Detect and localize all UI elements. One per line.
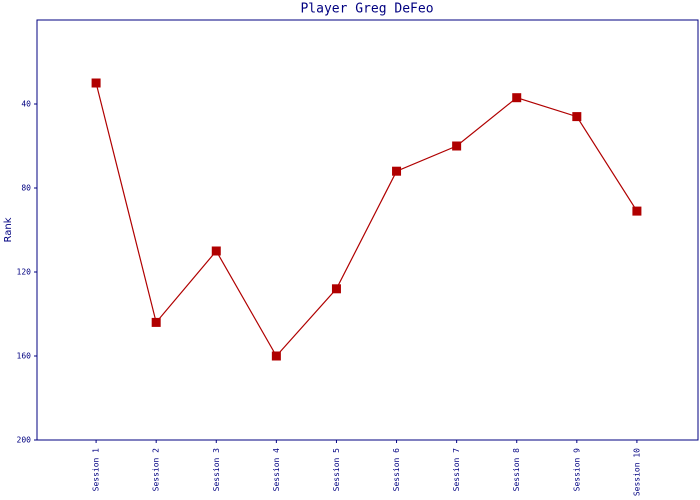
x-tick-label: Session 3: [212, 448, 221, 492]
point-marker: [271, 351, 281, 361]
x-tick-label: Session 5: [332, 448, 341, 492]
point-marker: [452, 141, 462, 151]
point-marker: [151, 317, 161, 327]
y-axis-label: Rank: [3, 217, 14, 242]
x-tick-label: Session 6: [392, 448, 401, 492]
point-marker: [91, 78, 101, 88]
y-tick-label: 200: [17, 436, 32, 445]
y-tick-label: 80: [21, 184, 31, 193]
point-marker: [632, 206, 642, 216]
y-tick-label: 160: [17, 352, 32, 361]
x-tick-label: Session 7: [452, 448, 461, 492]
point-marker: [331, 284, 341, 294]
x-tick-label: Session 9: [572, 448, 581, 492]
point-marker: [211, 246, 221, 256]
y-tick-label: 40: [21, 100, 31, 109]
x-tick-label: Session 4: [272, 448, 281, 492]
plot-frame: [36, 19, 699, 441]
x-tick-label: Session 1: [92, 448, 101, 492]
y-tick-label: 120: [17, 268, 32, 277]
x-tick-label: Session 8: [512, 448, 521, 492]
series-line: [95, 82, 638, 358]
x-tick-label: Session 10: [632, 448, 641, 496]
point-marker: [392, 166, 402, 176]
point-marker: [512, 93, 522, 103]
chart-title: Player Greg DeFeo: [300, 2, 433, 17]
x-tick-label: Session 2: [152, 448, 161, 492]
point-marker: [572, 112, 582, 122]
